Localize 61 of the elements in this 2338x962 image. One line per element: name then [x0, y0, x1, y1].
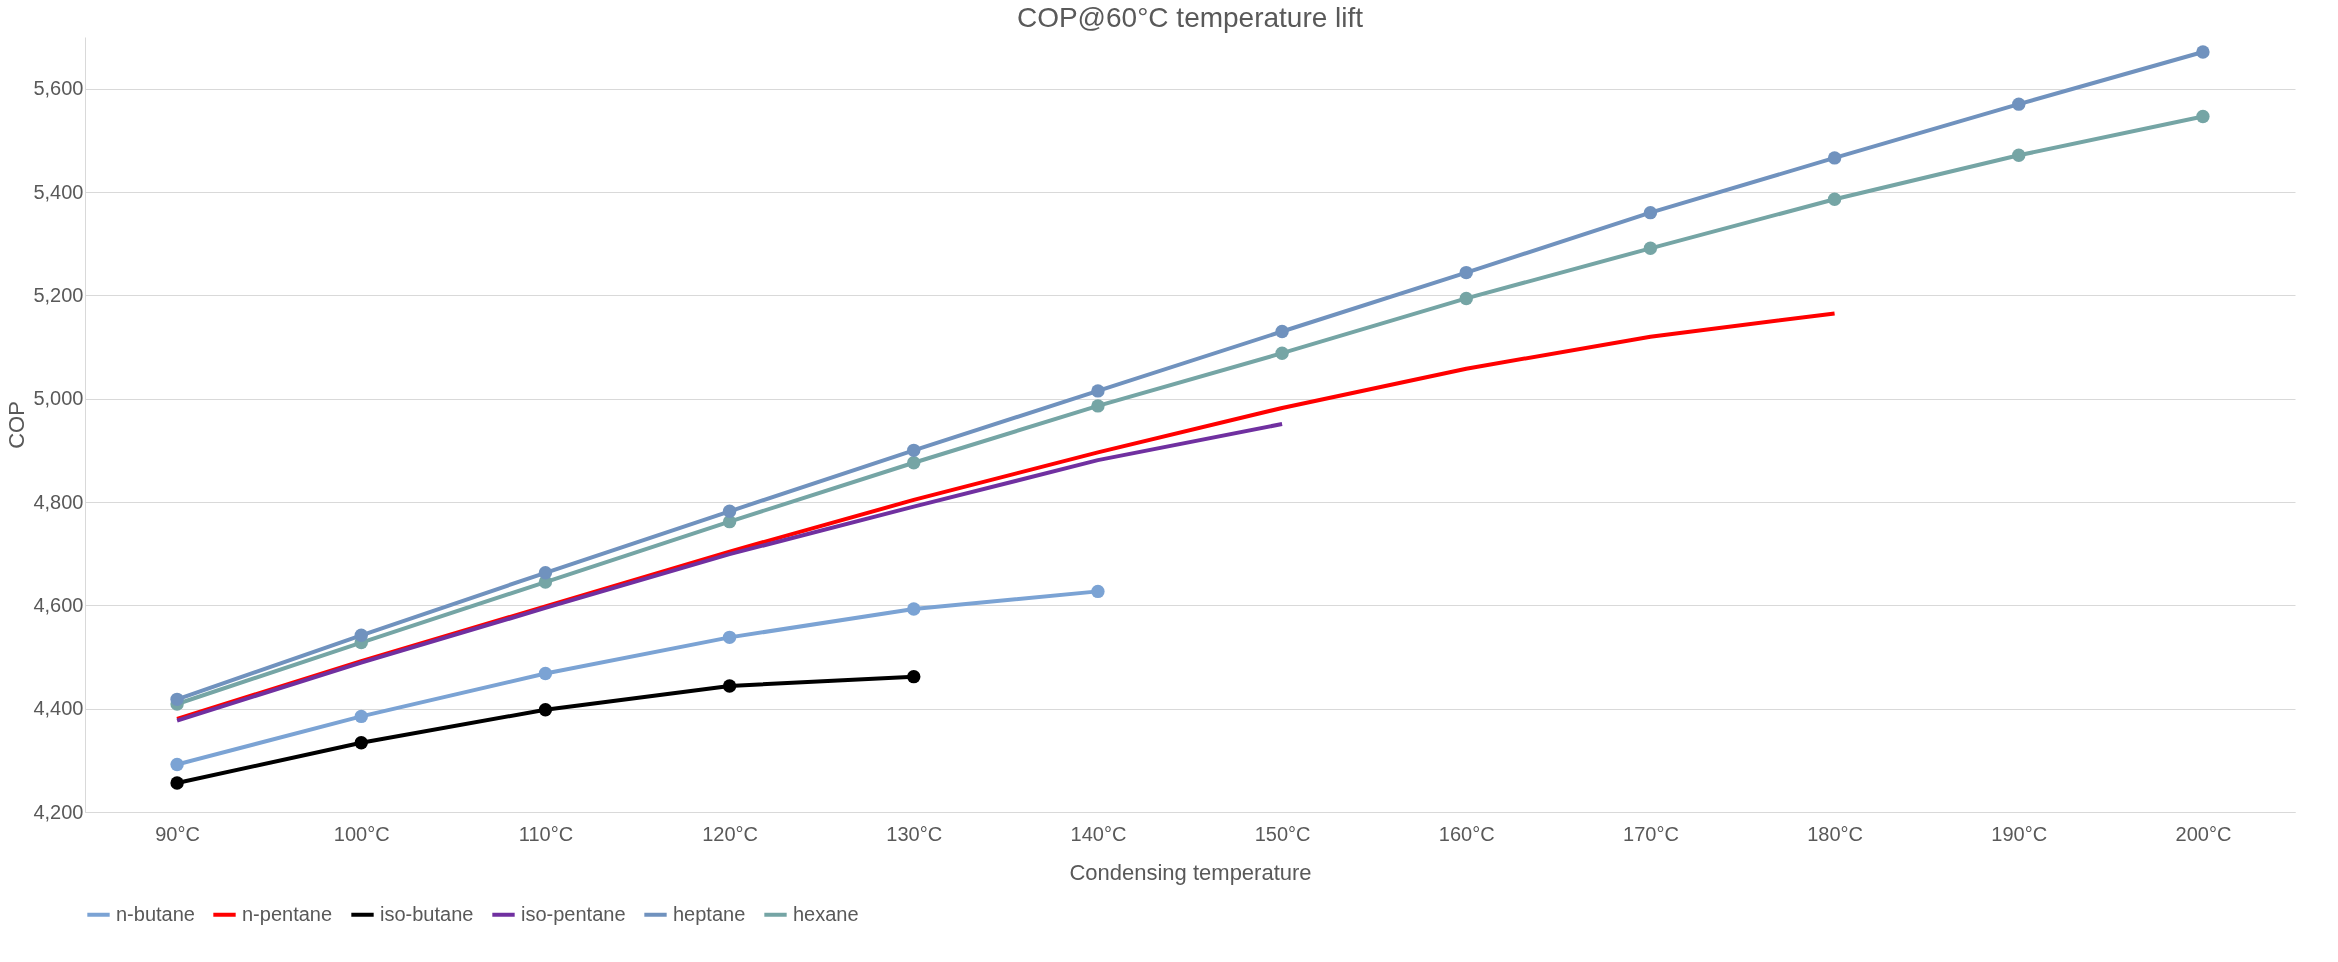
point: [2012, 148, 2026, 163]
point: [722, 630, 737, 645]
y-tick-label: 4,200: [33, 800, 84, 823]
point: [2196, 109, 2210, 124]
x-tick-label: 90°C: [155, 822, 200, 845]
point: [1091, 399, 1105, 413]
y-tick-label: 5,400: [33, 180, 84, 203]
legend-label: iso-pentane: [521, 902, 626, 925]
point: [2012, 97, 2026, 111]
x-tick-label: 170°C: [1623, 822, 1679, 845]
y-axis-title: COP: [4, 401, 30, 449]
point: [1275, 324, 1289, 339]
x-tick-label: 150°C: [1254, 822, 1311, 845]
x-tick-label: 190°C: [1991, 822, 2048, 845]
y-tick-label: 5,600: [33, 77, 84, 100]
x-tick-label: 200°C: [2175, 822, 2232, 845]
x-tick-label: 100°C: [333, 822, 390, 845]
point: [1091, 584, 1105, 599]
y-tick-label: 5,000: [33, 387, 84, 410]
point: [907, 669, 921, 684]
point: [354, 709, 368, 724]
point: [907, 456, 921, 470]
point: [354, 736, 368, 750]
x-axis-title: Condensing temperature: [1069, 859, 1312, 885]
point: [1643, 241, 1658, 256]
x-tick-label: 180°C: [1807, 822, 1863, 845]
y-tick-label: 4,400: [33, 697, 84, 720]
legend-label: iso-butane: [380, 902, 474, 925]
line-series: [175, 421, 1285, 723]
point: [722, 679, 737, 693]
point: [1459, 265, 1473, 280]
y-tick-label: 4,600: [33, 593, 84, 616]
x-tick-label: 160°C: [1438, 822, 1495, 845]
point: [1643, 205, 1658, 220]
point: [1827, 151, 1842, 165]
y-tick-label: 4,800: [33, 490, 84, 513]
point: [907, 602, 921, 616]
point: [538, 566, 553, 580]
point: [538, 703, 553, 717]
legend-label: n-butane: [116, 902, 195, 925]
point: [2196, 45, 2210, 59]
legend-label: n-pentane: [242, 902, 333, 925]
point: [170, 757, 184, 772]
point: [907, 443, 921, 458]
x-tick-label: 110°C: [518, 822, 574, 845]
point: [170, 692, 184, 707]
legend-label: hexane: [793, 902, 859, 925]
y-tick-label: 5,200: [33, 283, 84, 306]
x-tick-label: 130°C: [886, 822, 943, 845]
point: [170, 776, 184, 790]
point: [1827, 192, 1842, 206]
point: [1275, 346, 1289, 360]
chart-title: COP@60°C temperature lift: [1016, 2, 1364, 33]
point: [1091, 384, 1105, 398]
point: [354, 628, 368, 642]
point: [538, 666, 553, 681]
x-tick-label: 140°C: [1070, 822, 1127, 845]
legend-label: heptane: [673, 902, 746, 925]
x-tick-label: 120°C: [702, 822, 758, 845]
point: [722, 504, 737, 518]
point: [1459, 291, 1473, 306]
